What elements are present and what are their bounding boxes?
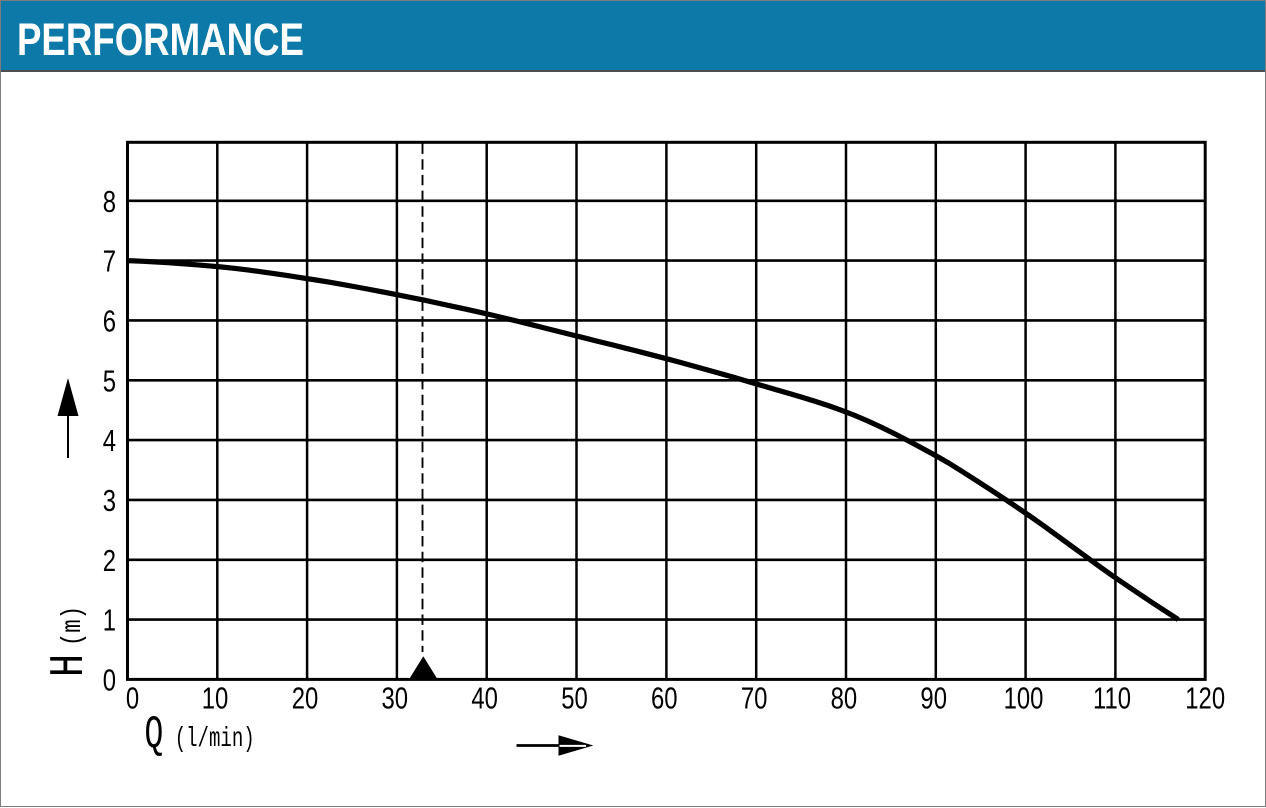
svg-text:40: 40 [471, 680, 498, 715]
svg-text:H (m): H (m) [43, 606, 97, 677]
svg-text:Q (l/min): Q (l/min) [145, 708, 255, 761]
svg-text:100: 100 [1004, 680, 1044, 715]
svg-text:8: 8 [103, 184, 116, 219]
svg-text:90: 90 [920, 680, 947, 715]
svg-text:0: 0 [126, 680, 139, 715]
svg-text:110: 110 [1093, 680, 1131, 715]
svg-text:4: 4 [103, 423, 116, 458]
svg-text:6: 6 [103, 303, 116, 338]
svg-text:5: 5 [103, 363, 116, 398]
svg-text:80: 80 [831, 680, 858, 715]
svg-text:60: 60 [651, 680, 678, 715]
svg-text:120: 120 [1185, 680, 1225, 715]
svg-text:1: 1 [103, 603, 116, 638]
svg-text:0: 0 [103, 662, 116, 697]
svg-text:7: 7 [103, 244, 116, 279]
svg-text:3: 3 [103, 483, 116, 518]
svg-text:70: 70 [741, 680, 768, 715]
svg-text:30: 30 [382, 680, 409, 715]
svg-text:2: 2 [103, 543, 116, 578]
svg-text:10: 10 [202, 680, 229, 715]
svg-text:50: 50 [561, 680, 588, 715]
svg-text:20: 20 [292, 680, 319, 715]
